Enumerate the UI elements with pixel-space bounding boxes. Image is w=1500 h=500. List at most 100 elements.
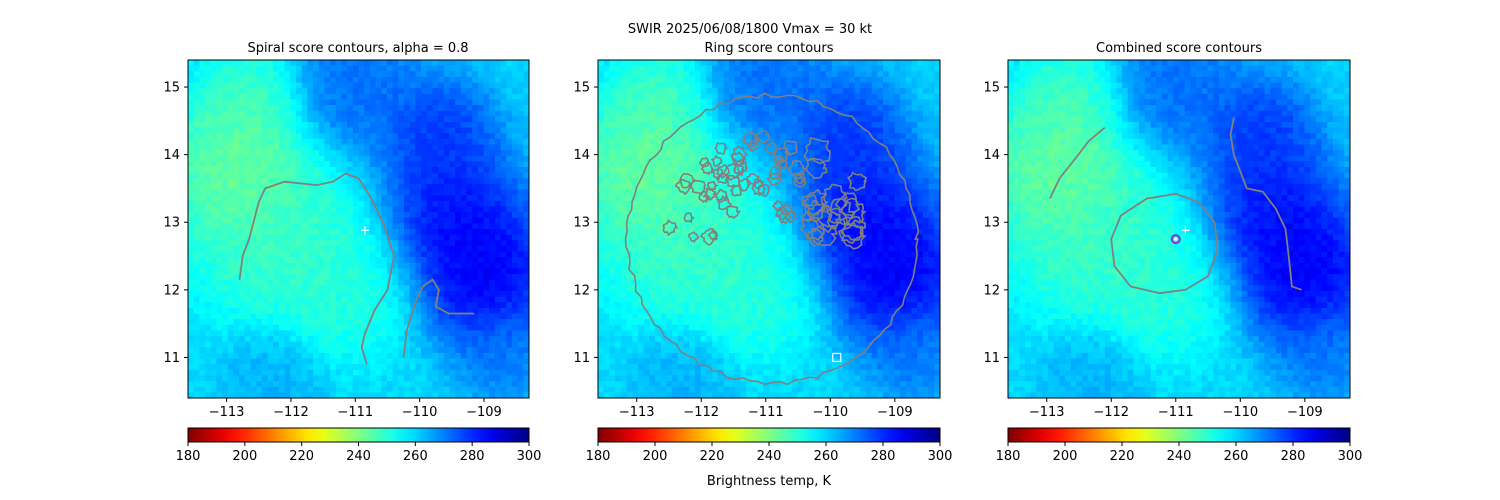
heat-cell: [386, 386, 394, 393]
heat-cell: [511, 392, 519, 398]
heat-cell: [483, 234, 490, 241]
heat-cell: [808, 105, 816, 112]
heat-cell: [421, 375, 428, 382]
heat-cell: [797, 150, 804, 157]
heat-cell: [375, 364, 382, 371]
heat-cell: [313, 206, 320, 213]
heat-cell: [324, 229, 331, 236]
heat-cell: [244, 217, 252, 224]
heat-cell: [284, 364, 291, 371]
heat-cell: [511, 116, 519, 123]
heat-cell: [278, 71, 286, 78]
heat-cell: [426, 138, 433, 146]
heat-cell: [443, 381, 451, 388]
heat-cell: [381, 116, 388, 123]
heat-cell: [330, 121, 337, 129]
heat-cell: [227, 150, 235, 157]
heat-cell: [381, 307, 388, 315]
heat-cell: [717, 60, 724, 67]
heat-cell: [313, 195, 320, 202]
heat-cell: [649, 172, 656, 179]
heat-cell: [426, 150, 433, 157]
heat-cell: [307, 251, 314, 258]
heat-cell: [483, 127, 490, 134]
heat-cell: [603, 116, 610, 123]
heat-cell: [500, 392, 507, 398]
heat-cell: [620, 121, 628, 129]
heat-cell: [854, 82, 861, 89]
heat-cell: [364, 274, 371, 281]
heat-cell: [917, 138, 924, 146]
heat-cell: [443, 76, 451, 84]
heat-cell: [222, 110, 229, 117]
heat-cell: [239, 99, 246, 106]
heat-cell: [369, 155, 377, 162]
heat-cell: [780, 82, 787, 89]
heat-cell: [500, 93, 507, 101]
heat-cell: [352, 60, 360, 67]
heat-cell: [598, 65, 605, 72]
heat-cell: [284, 116, 291, 123]
heat-cell: [443, 150, 451, 157]
heat-cell: [290, 319, 297, 326]
heat-cell: [700, 121, 707, 129]
heat-cell: [860, 155, 867, 162]
heat-cell: [626, 60, 633, 67]
heat-cell: [324, 178, 331, 185]
heat-cell: [757, 144, 764, 151]
heat-cell: [786, 161, 793, 168]
heat-cell: [791, 167, 799, 174]
heat-cell: [233, 274, 240, 281]
heat-cell: [734, 60, 742, 67]
heat-cell: [222, 268, 229, 275]
heat-cell: [307, 76, 314, 84]
heat-cell: [934, 144, 940, 151]
heat-cell: [261, 71, 269, 78]
heat-cell: [421, 82, 428, 89]
heat-cell: [917, 65, 924, 72]
heat-cell: [352, 93, 360, 101]
heat-cell: [443, 257, 451, 264]
heat-cell: [403, 200, 411, 208]
heat-cell: [432, 352, 439, 360]
heat-cell: [609, 150, 616, 157]
heat-cell: [905, 105, 913, 112]
heat-cell: [421, 189, 428, 196]
heat-cell: [222, 347, 229, 354]
heat-cell: [489, 358, 496, 365]
heat-cell: [677, 144, 685, 151]
heat-cell: [900, 178, 907, 185]
heat-cell: [381, 195, 388, 202]
heat-cell: [239, 167, 246, 174]
heat-cell: [660, 116, 667, 123]
heat-cell: [233, 60, 240, 67]
heat-cell: [193, 133, 200, 140]
heat-cell: [655, 110, 662, 117]
heat-cell: [278, 88, 286, 95]
heat-cell: [757, 161, 764, 168]
heat-cell: [256, 307, 263, 315]
heat-cell: [905, 127, 913, 134]
heat-cell: [494, 223, 502, 230]
heat-cell: [313, 178, 320, 185]
heat-cell: [290, 212, 297, 219]
heat-cell: [603, 121, 610, 129]
heat-cell: [301, 60, 308, 67]
heat-cell: [335, 183, 343, 191]
heat-cell: [666, 99, 673, 106]
heat-cell: [398, 183, 405, 191]
heat-cell: [426, 245, 433, 253]
heat-cell: [295, 347, 303, 354]
heat-cell: [403, 133, 411, 140]
heat-cell: [273, 234, 280, 241]
heat-cell: [649, 110, 656, 117]
heat-cell: [905, 133, 913, 140]
heat-cell: [392, 212, 399, 219]
heat-cell: [392, 369, 399, 377]
heat-cell: [239, 364, 246, 371]
heat-cell: [683, 76, 690, 84]
heat-cell: [843, 71, 850, 78]
panel-title: Spiral score contours, alpha = 0.8: [247, 41, 468, 56]
heat-cell: [472, 88, 479, 95]
heat-cell: [369, 76, 377, 84]
